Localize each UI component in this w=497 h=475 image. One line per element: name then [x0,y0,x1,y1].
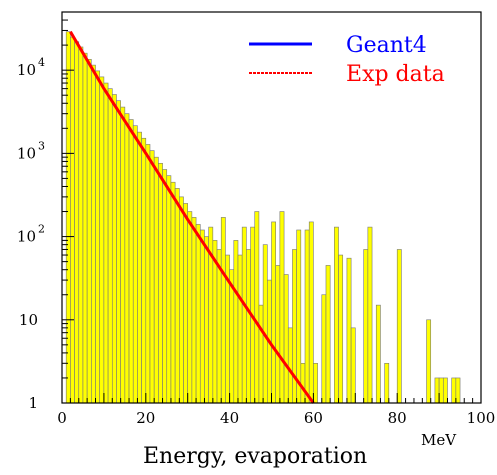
histogram-bar [179,196,184,404]
histogram-bar [233,240,239,404]
histogram-bar [426,319,432,404]
y-tick-label: 10 4 [17,56,45,79]
histogram-bar [346,257,352,404]
histogram-bar [237,254,243,404]
histogram-bar [321,294,327,404]
histogram-bar [384,362,390,404]
histogram-bar [95,70,101,404]
svg-text:1: 1 [28,394,38,412]
svg-text:4: 4 [38,56,45,69]
histogram-bar [338,254,344,404]
histogram-bar [153,156,159,404]
histogram-bar [99,76,105,404]
histogram-bar [120,106,126,404]
svg-text:10: 10 [17,228,36,246]
histogram-bar [363,249,369,404]
histogram-bar [451,377,457,404]
histogram-bar [325,265,331,404]
histogram-bar [111,94,117,404]
y-tick-label: 10 [19,311,38,329]
y-tick-label: 10 2 [17,223,45,246]
svg-text:10: 10 [17,61,36,79]
histogram-bar [367,226,373,404]
histogram-bar [187,211,193,404]
histogram-bar [170,181,176,404]
histogram-bar [70,36,75,404]
exp-data-line [69,30,315,404]
histogram-bar [308,221,314,404]
histogram-bar [74,41,80,404]
histogram-bar [195,224,201,404]
histogram-bar [162,169,168,404]
x-tick-label: 0 [57,409,67,427]
histogram-bar [65,31,71,404]
x-tick-label: 40 [220,409,239,427]
histogram-bar [124,113,130,404]
x-axis-unit: MeV [421,431,457,449]
y-tick-label: 10 3 [17,139,45,162]
histogram-bar [174,188,180,404]
histogram-bar [78,46,84,404]
histogram-bar [199,229,205,404]
histogram-bar [434,377,440,404]
histogram-bar [82,52,88,404]
histogram-bar [183,203,188,404]
histogram-bar [254,211,260,404]
histogram-bar [296,229,302,404]
svg-text:10: 10 [19,311,38,329]
histogram-bar [262,244,268,404]
x-tick-label: 20 [136,409,155,427]
svg-text:10: 10 [17,144,36,162]
histogram-bar [313,362,318,404]
histogram-bar [86,59,92,404]
histogram-bar [241,226,247,404]
legend-label: Geant4 [346,33,427,58]
histogram-bar [258,304,264,404]
legend: Geant4 Exp data [249,33,445,87]
x-tick-label: 100 [467,409,496,427]
histogram-bar [149,150,155,404]
x-axis-label: Energy, evaporation [143,444,367,469]
histogram-bar [275,265,281,404]
histogram-bar [103,82,109,404]
histogram-bar [220,217,226,404]
histogram-bar [442,377,448,404]
histogram-bar [128,119,134,404]
histogram-bar [455,377,461,404]
histogram-bar [137,131,142,404]
histogram-bar [438,377,444,404]
histogram-bar [279,211,285,404]
y-tick-label: 1 [28,394,38,412]
histogram-bar [141,137,147,404]
histogram-bar [304,229,310,404]
histogram-bar [287,327,293,404]
x-tick-label: 60 [304,409,323,427]
histogram-bar [204,236,209,404]
x-tick-label: 80 [388,409,407,427]
histogram-bar [116,100,121,404]
histogram-bar [375,304,381,404]
histogram-bar [396,249,402,404]
histogram-bar [166,175,172,404]
histogram-bar [350,327,356,404]
histogram-bar [191,217,197,404]
histogram-bar [246,249,251,404]
histogram-bar [271,221,276,404]
histogram-bar [145,144,151,404]
legend-label: Exp data [346,62,445,87]
histogram-bar [300,362,306,404]
svg-text:3: 3 [38,139,45,152]
histogram-bar [216,249,222,404]
histogram-bar [334,226,339,404]
histogram-bar [283,274,289,404]
histogram-bar [158,162,163,404]
histogram-bar [91,64,96,404]
svg-text:2: 2 [38,223,45,236]
histogram-bar [107,88,113,404]
histogram-bar [132,125,138,404]
